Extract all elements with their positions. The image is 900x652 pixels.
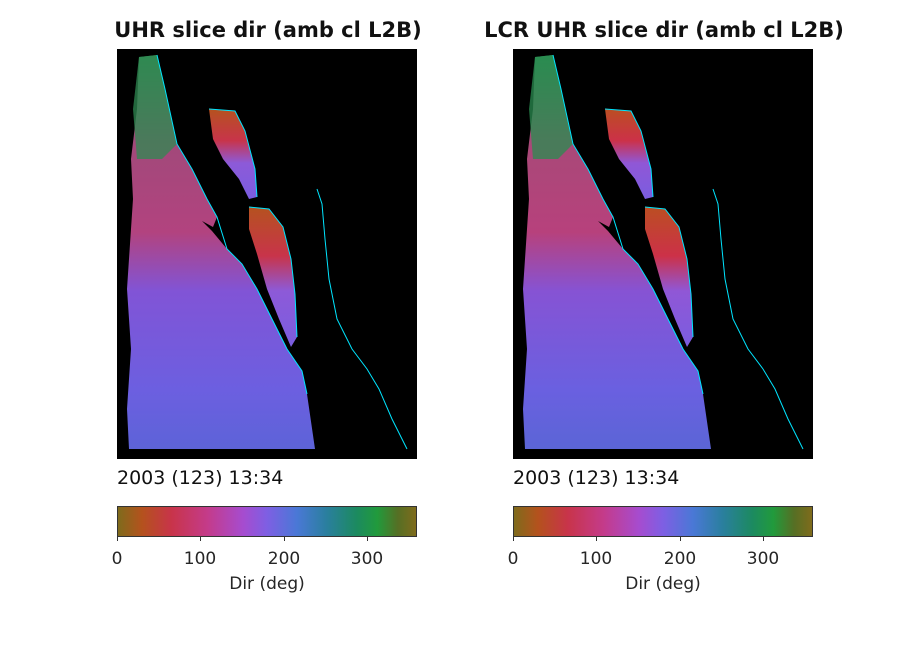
colorbar-ticklabel-right-300: 300 — [746, 549, 780, 569]
colorbar-ticklabel-left-200: 200 — [267, 549, 301, 569]
colorbar-ticklabel-left-300: 300 — [350, 549, 384, 569]
colorbar-label-left: Dir (deg) — [229, 574, 305, 594]
colorbar-tick-left-100 — [200, 537, 201, 541]
colorbar-ticklabel-left-100: 100 — [183, 549, 217, 569]
colorbar-label-right: Dir (deg) — [625, 574, 701, 594]
colorbar-ticklabel-right-100: 100 — [579, 549, 613, 569]
colorbar-left — [117, 506, 417, 537]
wind-direction-map-left — [117, 49, 417, 459]
colorbar-ticklabel-right-200: 200 — [663, 549, 697, 569]
panel-title-left: UHR slice dir (amb cl L2B) — [114, 18, 422, 42]
colorbar-tick-right-0 — [513, 537, 514, 541]
colorbar-tick-right-300 — [763, 537, 764, 541]
timestamp-right: 2003 (123) 13:34 — [513, 467, 680, 489]
colorbar-tick-right-100 — [596, 537, 597, 541]
colorbar-tick-right-200 — [680, 537, 681, 541]
map-image-left — [127, 54, 408, 450]
colorbar-tick-left-0 — [117, 537, 118, 541]
colorbar-tick-left-300 — [367, 537, 368, 541]
map-image-right — [523, 54, 804, 450]
panel-title-right: LCR UHR slice dir (amb cl L2B) — [484, 18, 844, 42]
colorbar-tick-left-200 — [284, 537, 285, 541]
timestamp-left: 2003 (123) 13:34 — [117, 467, 284, 489]
colorbar-ticklabel-left-0: 0 — [111, 549, 123, 569]
colorbar-right — [513, 506, 813, 537]
wind-direction-map-right — [513, 49, 813, 459]
colorbar-ticklabel-right-0: 0 — [507, 549, 519, 569]
